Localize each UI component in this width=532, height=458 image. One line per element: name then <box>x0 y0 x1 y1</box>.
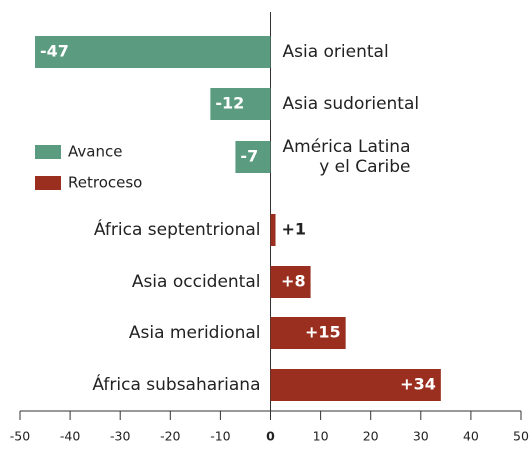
bar <box>270 317 346 349</box>
value-label: +15 <box>305 323 341 342</box>
x-tick-label: -40 <box>60 429 80 444</box>
value-label: +34 <box>400 375 436 394</box>
bar <box>270 266 311 298</box>
bar <box>270 214 276 246</box>
x-tick-label: 20 <box>363 429 379 444</box>
legend-swatch <box>35 176 61 190</box>
category-label: Asia occidental <box>132 272 261 292</box>
legend-label: Retroceso <box>68 174 142 192</box>
category-label: África subsahariana <box>92 373 260 395</box>
x-tick-label: -30 <box>110 429 130 444</box>
bar <box>210 88 271 120</box>
bar <box>235 141 271 173</box>
legend-swatch <box>35 145 61 159</box>
x-tick-label: -50 <box>10 429 30 444</box>
value-label: +1 <box>282 220 307 239</box>
x-tick-label: 30 <box>413 429 429 444</box>
x-tick-label: 0 <box>266 429 275 444</box>
x-tick-label: 10 <box>313 429 329 444</box>
category-label: Asia oriental <box>283 42 389 62</box>
bar <box>270 369 441 401</box>
category-label: África septentrional <box>94 218 261 240</box>
value-label: -7 <box>240 147 258 166</box>
category-label: Asia sudoriental <box>283 94 420 114</box>
legend-label: Avance <box>68 143 122 161</box>
value-label: +8 <box>281 272 306 291</box>
category-label: América Latina y el Caribe <box>283 137 411 177</box>
x-tick-label: 50 <box>513 429 529 444</box>
value-label: -47 <box>40 42 69 61</box>
x-tick-label: 40 <box>463 429 479 444</box>
category-label: Asia meridional <box>129 323 261 343</box>
x-tick-label: -20 <box>160 429 180 444</box>
bar <box>35 36 271 68</box>
x-tick-label: -10 <box>210 429 230 444</box>
value-label: -12 <box>215 94 244 113</box>
